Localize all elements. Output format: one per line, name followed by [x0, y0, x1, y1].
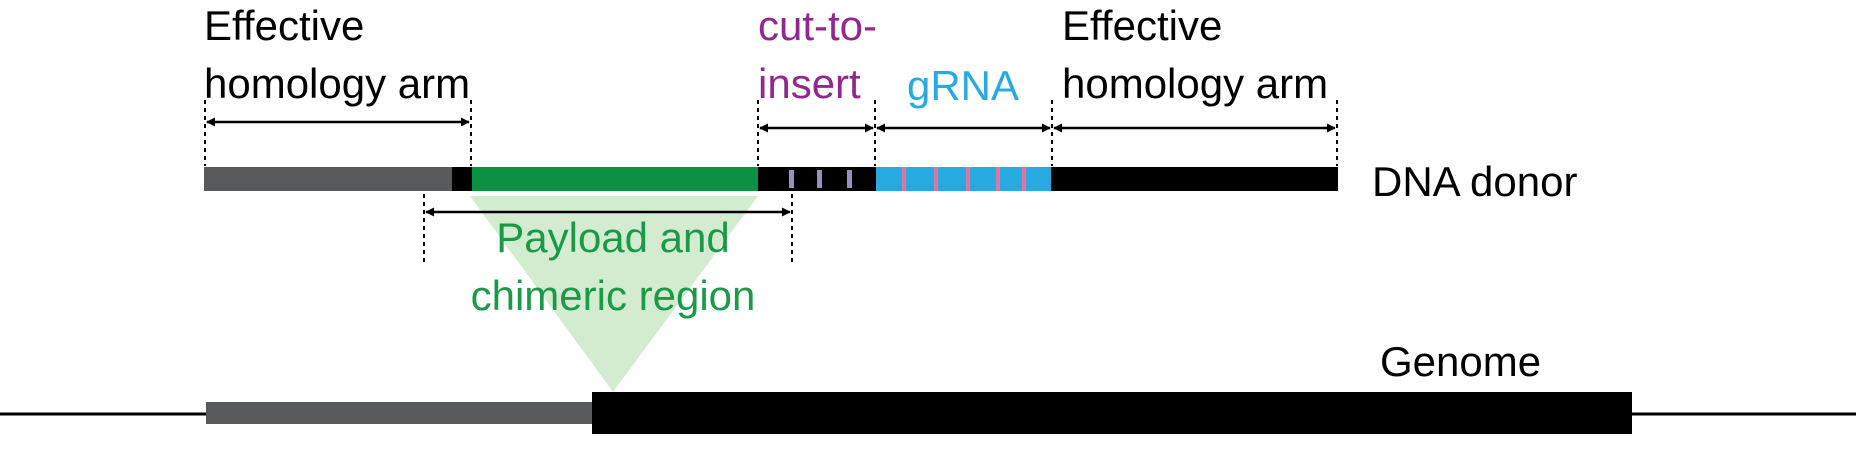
donor-junction-segment: [452, 167, 472, 191]
donor-cut-mark: [789, 170, 794, 188]
donor-grna-mark: [934, 167, 938, 191]
donor-payload-segment: [472, 167, 758, 191]
cut-to-insert-label-line1: cut-to-: [758, 2, 877, 49]
boundary-guides: [204, 100, 1338, 266]
genome-label: Genome: [1380, 338, 1541, 385]
genome-left-homology-block: [206, 402, 594, 424]
genome-right-block: [592, 392, 1632, 434]
donor-grna-mark: [966, 167, 970, 191]
donor-cut-mark: [817, 170, 822, 188]
donor-cut-mark: [847, 170, 852, 188]
payload-label-line1: Payload and: [496, 214, 730, 261]
donor-bar: [204, 167, 1338, 191]
donor-right-homology-segment: [1051, 167, 1338, 191]
left-arm-label-line1: Effective: [204, 2, 364, 49]
cut-to-insert-label-line2: insert: [758, 60, 861, 107]
left-arm-label-line2: homology arm: [204, 60, 470, 107]
insertion-wedge: [470, 196, 758, 392]
grna-label: gRNA: [907, 62, 1019, 109]
genome: [0, 392, 1856, 434]
dna-donor-label: DNA donor: [1372, 158, 1577, 205]
payload-label-line2: chimeric region: [471, 272, 756, 319]
donor-left-homology-segment: [204, 167, 452, 191]
donor-grna-mark: [1022, 167, 1026, 191]
right-arm-label-line2: homology arm: [1062, 60, 1328, 107]
span-arrows: [206, 117, 1336, 217]
right-arm-label-line1: Effective: [1062, 2, 1222, 49]
donor-grna-mark: [902, 167, 906, 191]
donor-grna-mark: [996, 167, 1000, 191]
